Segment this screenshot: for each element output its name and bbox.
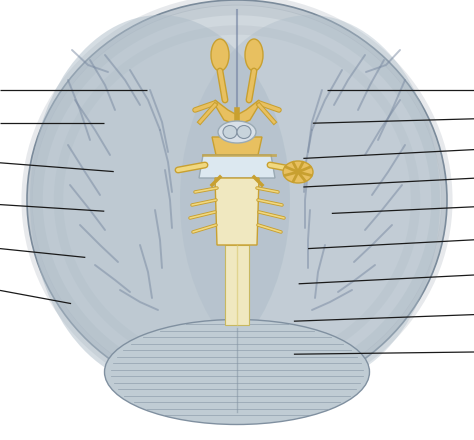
Ellipse shape: [223, 125, 237, 139]
Polygon shape: [215, 100, 259, 125]
Polygon shape: [212, 137, 262, 155]
Ellipse shape: [283, 161, 313, 183]
Ellipse shape: [211, 39, 229, 71]
Ellipse shape: [27, 0, 447, 400]
Ellipse shape: [237, 125, 251, 139]
Ellipse shape: [104, 319, 370, 425]
Ellipse shape: [30, 15, 290, 385]
Ellipse shape: [245, 39, 263, 71]
Ellipse shape: [218, 121, 256, 143]
Polygon shape: [225, 245, 249, 325]
Polygon shape: [215, 178, 259, 245]
Ellipse shape: [180, 15, 440, 385]
Polygon shape: [199, 155, 275, 178]
